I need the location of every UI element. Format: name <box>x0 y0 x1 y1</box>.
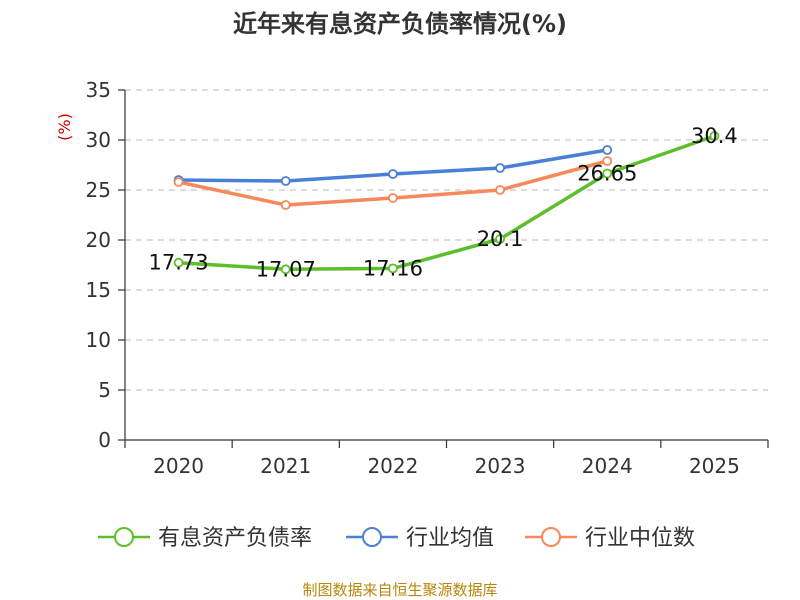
data-point <box>602 156 613 166</box>
data-label: 26.65 <box>577 162 637 186</box>
data-point <box>280 264 291 275</box>
data-label: 17.16 <box>363 256 423 280</box>
y-tick-label: 25 <box>86 178 111 202</box>
data-point <box>388 263 398 274</box>
data-point <box>495 163 505 173</box>
gridlines <box>125 89 768 391</box>
series-layer <box>173 131 720 275</box>
legend-swatch-marker <box>362 527 382 547</box>
data-point <box>388 193 398 203</box>
x-tick-label-2023: 2023 <box>475 454 526 478</box>
source-note: 制图数据来自恒生聚源数据库 <box>302 581 497 599</box>
legend-swatch-marker <box>114 527 134 547</box>
data-point <box>602 145 613 155</box>
y-tick-label: 15 <box>86 278 111 302</box>
data-label: 30.4 <box>691 124 738 148</box>
data-point <box>388 169 398 179</box>
series-line-0 <box>176 134 717 272</box>
y-tick-label: 35 <box>86 78 111 102</box>
data-label: 17.73 <box>149 251 209 275</box>
legend-label: 有息资产负债率 <box>158 526 312 551</box>
y-tick-label: 0 <box>98 428 111 452</box>
x-tick-label-2024: 2024 <box>582 454 633 478</box>
data-point <box>495 185 505 195</box>
legend-item-1[interactable]: 行业均值 <box>346 526 494 551</box>
x-tick-label-2021: 2021 <box>260 454 311 478</box>
y-tick-label: 10 <box>86 328 111 352</box>
data-point <box>280 176 291 186</box>
y-tick-label: 30 <box>86 128 111 152</box>
legend-swatch-marker <box>541 527 561 547</box>
data-point <box>495 234 505 244</box>
data-point <box>173 177 184 187</box>
legend-item-0[interactable]: 有息资产负债率 <box>98 526 312 551</box>
legend-item-2[interactable]: 行业中位数 <box>525 526 695 551</box>
data-point <box>602 168 613 179</box>
data-label: 20.1 <box>477 227 524 251</box>
y-tick-label: 20 <box>86 228 111 252</box>
y-axis-unit-label: (%) <box>55 113 74 141</box>
y-tick-label: 5 <box>98 378 111 402</box>
x-tick-label-2020: 2020 <box>153 454 204 478</box>
data-labels: 17.73 17.07 17.16 20.1 26.65 30.4 <box>149 124 738 281</box>
chart-title: 近年来有息资产负债率情况(%) <box>233 10 567 38</box>
legend[interactable]: 有息资产负债率 行业均值 行业中位数 <box>98 526 695 551</box>
legend-label: 行业均值 <box>406 526 494 551</box>
data-point <box>709 131 720 141</box>
data-point <box>280 200 291 210</box>
legend-label: 行业中位数 <box>585 526 695 551</box>
x-tick-label-2025: 2025 <box>689 454 740 478</box>
data-label: 17.07 <box>256 257 316 281</box>
x-tick-label-2022: 2022 <box>367 454 418 478</box>
data-point <box>173 257 184 268</box>
